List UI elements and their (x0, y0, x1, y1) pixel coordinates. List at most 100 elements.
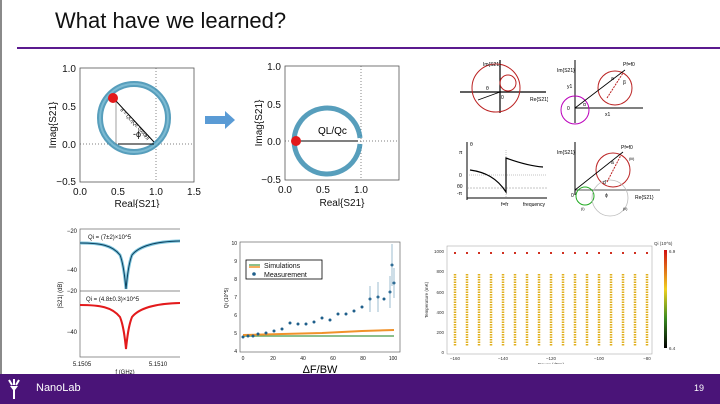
svg-text:400: 400 (436, 310, 444, 315)
svg-text:Re{S21}: Re{S21} (530, 97, 548, 103)
svg-text:60: 60 (330, 356, 336, 362)
figure-resonance-circle-normalized: QL/Qc 1.0 0.5 0.0 −0.5 0.0 0.5 1.0 Real{… (254, 62, 400, 208)
svg-text:β: β (623, 80, 626, 86)
svg-text:Measurement: Measurement (264, 272, 307, 279)
svg-text:f=fr: f=fr (501, 202, 509, 208)
svg-text:Temperature (mK): Temperature (mK) (424, 281, 429, 318)
svg-text:1.5: 1.5 (187, 187, 201, 198)
svg-text:0.0: 0.0 (73, 187, 87, 198)
svg-text:4: 4 (234, 349, 237, 355)
figure-transmission-dips: Qi = (7±2)×10^5 Qi = (4.8±0.3)×10^5 −20 … (58, 228, 180, 375)
svg-text:200: 200 (436, 330, 444, 335)
svg-text:d: d (603, 180, 606, 186)
svg-text:−20: −20 (67, 229, 78, 235)
svg-text:1.0: 1.0 (149, 187, 163, 198)
svg-text:−140: −140 (498, 356, 509, 361)
svg-text:−0.5: −0.5 (56, 177, 76, 188)
svg-text:1000: 1000 (434, 249, 445, 254)
diagram-circle-alpha-beta: Im{S21} Pf=f0 0 y1 x1 α β a (557, 60, 643, 125)
svg-text:0.5: 0.5 (267, 100, 281, 111)
svg-text:a: a (611, 76, 614, 82)
svg-text:Power (dBm): Power (dBm) (538, 362, 565, 364)
svg-text:0.0: 0.0 (62, 140, 76, 151)
svg-text:40: 40 (300, 356, 306, 362)
svg-text:(i): (i) (581, 206, 585, 211)
resonance-point-icon (108, 93, 118, 103)
svg-text:0.5: 0.5 (111, 187, 125, 198)
svg-text:1.0: 1.0 (62, 64, 76, 75)
svg-text:0.5: 0.5 (316, 185, 330, 196)
svg-text:7: 7 (234, 295, 237, 301)
svg-text:−40: −40 (67, 268, 78, 274)
svg-text:(iii): (iii) (629, 156, 635, 161)
svg-text:(ii): (ii) (623, 206, 628, 211)
svg-text:8: 8 (234, 277, 237, 283)
torch-logo-icon (8, 379, 20, 399)
left-edge-bar (0, 0, 2, 374)
svg-text:θ0: θ0 (457, 184, 463, 190)
figure-qi-vs-detuning: Simulations Measurement 10 9 8 7 6 5 4 0… (224, 241, 401, 376)
svg-text:0: 0 (242, 356, 245, 362)
svg-text:5: 5 (234, 331, 237, 337)
svg-text:−40: −40 (67, 330, 78, 336)
svg-text:f (GHz): f (GHz) (115, 370, 134, 375)
svg-text:Simulations: Simulations (264, 263, 301, 270)
svg-text:Qi (10^5): Qi (10^5) (224, 287, 230, 308)
figure-resonance-circle-raw: -ϕ d = QL/|Qc cos(ϕ)| 1.0 0.5 0.0 −0.5 0… (48, 64, 201, 208)
svg-text:Im{S21}: Im{S21} (483, 62, 501, 68)
svg-text:|S21| (dB): |S21| (dB) (58, 282, 64, 309)
svg-text:Imag{S21}: Imag{S21} (254, 99, 265, 146)
svg-text:y1: y1 (567, 84, 573, 90)
svg-text:QL/Qc: QL/Qc (318, 126, 347, 137)
svg-text:Im{S21}: Im{S21} (557, 150, 575, 156)
svg-text:6.4: 6.4 (669, 346, 676, 351)
footer-brand: NanoLab (36, 382, 81, 394)
svg-text:-π: -π (457, 191, 463, 197)
svg-text:Re{S21}: Re{S21} (635, 195, 654, 201)
svg-text:Pf=f0: Pf=f0 (621, 145, 633, 151)
svg-text:Im{S21}: Im{S21} (557, 68, 575, 74)
svg-text:−120: −120 (546, 356, 557, 361)
svg-text:Qi = (7±2)×10^5: Qi = (7±2)×10^5 (88, 235, 132, 241)
svg-text:−0.5: −0.5 (261, 175, 281, 186)
svg-text:ΔF/BW: ΔF/BW (303, 364, 338, 376)
svg-text:0: 0 (501, 95, 504, 101)
svg-text:20: 20 (270, 356, 276, 362)
svg-text:Imag{S21}: Imag{S21} (48, 101, 59, 148)
svg-text:0.0: 0.0 (267, 137, 281, 148)
svg-text:ϕ: ϕ (605, 193, 608, 199)
slide-title: What have we learned? (55, 8, 287, 33)
svg-text:100: 100 (389, 356, 398, 362)
svg-text:6: 6 (234, 313, 237, 319)
svg-text:1.0: 1.0 (267, 62, 281, 73)
svg-text:0.0: 0.0 (278, 185, 292, 196)
svg-text:9: 9 (234, 259, 237, 265)
colorbar (664, 250, 667, 348)
svg-text:0: 0 (441, 350, 444, 355)
svg-text:−20: −20 (67, 289, 78, 295)
arrow-right-icon (205, 111, 235, 129)
svg-text:−80: −80 (643, 356, 651, 361)
svg-text:θ: θ (486, 86, 489, 92)
svg-text:Qi = (4.8±0.3)×10^5: Qi = (4.8±0.3)×10^5 (86, 297, 140, 303)
diagram-phase-vs-frequency: θ π 0 θ0 -π f=fr frequency (457, 142, 547, 208)
page-number: 19 (693, 383, 704, 393)
svg-text:0: 0 (567, 106, 570, 112)
svg-text:α: α (583, 102, 586, 108)
svg-text:0: 0 (571, 193, 574, 199)
svg-text:-ϕ: -ϕ (133, 129, 141, 139)
svg-text:a: a (611, 160, 614, 166)
footer-bar: NanoLab 19 (0, 374, 720, 404)
title-underline (17, 47, 720, 49)
svg-text:0: 0 (459, 173, 462, 179)
svg-text:π: π (459, 150, 463, 156)
svg-text:5.1510: 5.1510 (149, 362, 168, 368)
svg-text:600: 600 (436, 290, 444, 295)
svg-text:80: 80 (360, 356, 366, 362)
svg-text:Real{S21}: Real{S21} (114, 199, 160, 208)
svg-text:x1: x1 (605, 112, 611, 118)
diagram-circle-distance: Im{S21} Pf=f0 Re{S21} 0 a d ϕ (i) (ii) (… (557, 142, 660, 217)
svg-text:Real{S21}: Real{S21} (319, 198, 365, 208)
svg-text:6.9: 6.9 (669, 249, 676, 254)
resonance-point-icon (291, 136, 301, 146)
